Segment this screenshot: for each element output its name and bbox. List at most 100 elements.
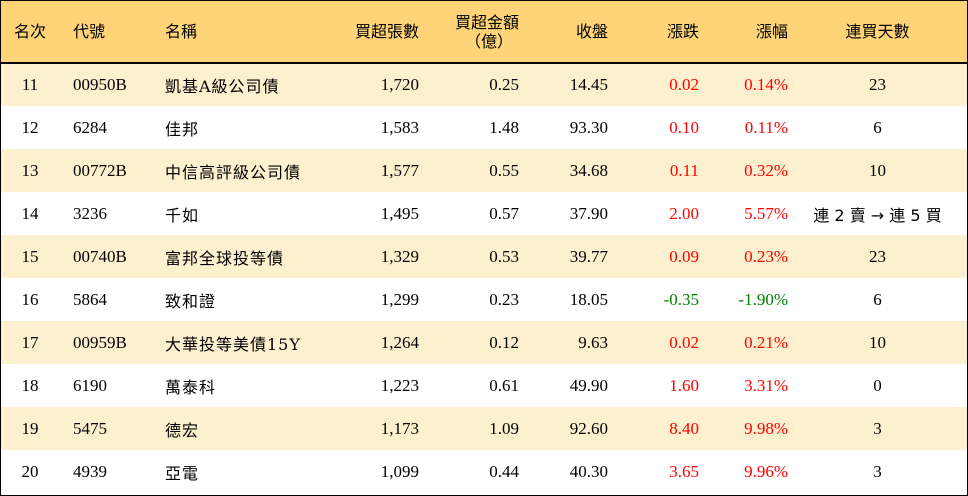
change-cell: 1.60 bbox=[608, 364, 699, 407]
code-cell-value: 00950B bbox=[73, 75, 127, 94]
close-cell-value: 34.68 bbox=[569, 160, 608, 180]
name-cell-value: 致和證 bbox=[165, 291, 217, 311]
table-row: 12 6284 佳邦 1,583 1.48 93.30 0.10 0.11% 6 bbox=[1, 106, 967, 149]
change-pct-cell: 5.57% bbox=[699, 192, 788, 235]
header-consecutive-days: 連買天數 bbox=[845, 22, 910, 41]
close-cell: 34.68 bbox=[519, 149, 608, 192]
rank-cell-value: 14 bbox=[21, 203, 39, 223]
net-buy-amount-cell-value: 0.61 bbox=[489, 375, 519, 395]
close-cell-value: 39.77 bbox=[569, 246, 608, 266]
name-cell: 萬泰科 bbox=[145, 364, 323, 407]
close-cell-value: 18.05 bbox=[569, 289, 608, 309]
consecutive-days-cell-value: 0 bbox=[873, 375, 882, 395]
consecutive-days-cell: 0 bbox=[788, 364, 967, 407]
rank-cell: 16 bbox=[1, 278, 59, 321]
consecutive-days-cell: 連 2 賣 → 連 5 買 bbox=[788, 192, 967, 235]
code-cell: 5475 bbox=[59, 407, 145, 450]
header-net-buy-lots: 買超張數 bbox=[354, 22, 419, 41]
code-cell: 3236 bbox=[59, 192, 145, 235]
change-pct-cell: 3.31% bbox=[699, 364, 788, 407]
consecutive-days-cell-value: 6 bbox=[873, 289, 882, 309]
consecutive-days-cell: 23 bbox=[788, 63, 967, 106]
net-buy-amount-cell-value: 0.12 bbox=[489, 332, 519, 352]
name-cell-value: 富邦全球投等債 bbox=[165, 248, 285, 268]
consecutive-days-cell: 3 bbox=[788, 407, 967, 450]
name-cell-value: 德宏 bbox=[165, 420, 200, 440]
change-pct-cell: 0.11% bbox=[699, 106, 788, 149]
net-buy-amount-cell: 1.09 bbox=[419, 407, 519, 450]
change-cell-value: 2.00 bbox=[669, 203, 699, 223]
header-change-pct: 漲幅 bbox=[755, 22, 788, 41]
change-pct-cell: 9.96% bbox=[699, 450, 788, 493]
net-buy-lots-cell-value: 1,583 bbox=[380, 117, 419, 137]
change-pct-cell-value: 0.23% bbox=[744, 246, 788, 266]
change-pct-cell-value: 9.96% bbox=[744, 461, 788, 481]
name-cell-value: 中信高評級公司債 bbox=[165, 162, 302, 182]
change-cell: 8.40 bbox=[608, 407, 699, 450]
rank-cell: 18 bbox=[1, 364, 59, 407]
code-cell: 6284 bbox=[59, 106, 145, 149]
change-pct-cell: 0.32% bbox=[699, 149, 788, 192]
consecutive-days-cell-value: 10 bbox=[869, 160, 886, 180]
net-buy-lots-cell: 1,720 bbox=[323, 63, 419, 106]
rank-cell-value: 20 bbox=[21, 461, 39, 481]
header-net-buy-amount-line2: （億） bbox=[464, 31, 513, 51]
rank-cell-value: 11 bbox=[21, 75, 39, 94]
table-body: 11 00950B 凱基A級公司債 1,720 0.25 14.45 0.02 0.14% 23… bbox=[1, 63, 967, 493]
change-cell: 0.02 bbox=[608, 63, 699, 106]
close-cell: 39.77 bbox=[519, 235, 608, 278]
rank-cell: 13 bbox=[1, 149, 59, 192]
net-buy-amount-cell: 0.57 bbox=[419, 192, 519, 235]
consecutive-days-cell-value: 23 bbox=[869, 75, 886, 94]
net-buy-amount-cell-value: 0.25 bbox=[489, 75, 519, 94]
name-cell: 富邦全球投等債 bbox=[145, 235, 323, 278]
table-header-row: 名次 代號 名稱 買超張數 買超金額 （億） 收盤 漲跌 漲幅 連買天數 bbox=[1, 1, 967, 63]
rank-cell-value: 13 bbox=[21, 160, 39, 180]
header-change: 漲跌 bbox=[666, 22, 699, 41]
code-cell: 5864 bbox=[59, 278, 145, 321]
change-cell-value: 0.02 bbox=[669, 75, 699, 94]
close-cell: 14.45 bbox=[519, 63, 608, 106]
change-cell: 2.00 bbox=[608, 192, 699, 235]
net-buy-lots-cell: 1,223 bbox=[323, 364, 419, 407]
rank-cell-value: 17 bbox=[21, 332, 39, 352]
consecutive-days-cell: 3 bbox=[788, 450, 967, 493]
change-pct-cell-value: 3.31% bbox=[744, 375, 788, 395]
consecutive-days-cell-value: 10 bbox=[869, 332, 886, 352]
net-buy-amount-cell-value: 0.55 bbox=[489, 160, 519, 180]
close-cell-value: 14.45 bbox=[569, 75, 608, 94]
net-buy-lots-cell-value: 1,264 bbox=[380, 332, 419, 352]
table-row: 18 6190 萬泰科 1,223 0.61 49.90 1.60 3.31% 0 bbox=[1, 364, 967, 407]
net-buy-lots-cell-value: 1,173 bbox=[380, 418, 419, 438]
net-buy-amount-cell-value: 0.53 bbox=[489, 246, 519, 266]
change-pct-cell: 0.23% bbox=[699, 235, 788, 278]
rank-cell-value: 18 bbox=[21, 375, 39, 395]
code-cell-value: 6284 bbox=[73, 117, 107, 137]
name-cell: 中信高評級公司債 bbox=[145, 149, 323, 192]
close-cell: 49.90 bbox=[519, 364, 608, 407]
net-buy-lots-cell-value: 1,099 bbox=[380, 461, 419, 481]
net-buy-lots-cell-value: 1,223 bbox=[380, 375, 419, 395]
net-buy-amount-cell-value: 1.48 bbox=[489, 117, 519, 137]
close-cell-value: 92.60 bbox=[569, 418, 608, 438]
change-cell: 0.11 bbox=[608, 149, 699, 192]
table-row: 15 00740B 富邦全球投等債 1,329 0.53 39.77 0.09 0.23% 23 bbox=[1, 235, 967, 278]
code-cell: 00740B bbox=[59, 235, 145, 278]
code-cell-value: 5864 bbox=[73, 289, 107, 309]
change-cell: 0.02 bbox=[608, 321, 699, 364]
change-pct-cell-value: 0.11% bbox=[744, 117, 788, 137]
change-pct-cell-value: 0.21% bbox=[744, 332, 788, 352]
close-cell: 37.90 bbox=[519, 192, 608, 235]
net-buy-amount-cell-value: 1.09 bbox=[489, 418, 519, 438]
name-cell-value: 佳邦 bbox=[165, 119, 200, 139]
consecutive-days-cell: 10 bbox=[788, 149, 967, 192]
net-buy-amount-cell: 0.53 bbox=[419, 235, 519, 278]
name-cell: 德宏 bbox=[145, 407, 323, 450]
change-cell-value: -0.35 bbox=[663, 289, 699, 309]
net-buy-lots-cell-value: 1,299 bbox=[380, 289, 419, 309]
name-cell-value: 大華投等美債15Y bbox=[165, 334, 301, 354]
rank-cell: 11 bbox=[1, 63, 59, 106]
net-buy-amount-cell-value: 0.23 bbox=[489, 289, 519, 309]
header-rank: 名次 bbox=[13, 22, 46, 41]
